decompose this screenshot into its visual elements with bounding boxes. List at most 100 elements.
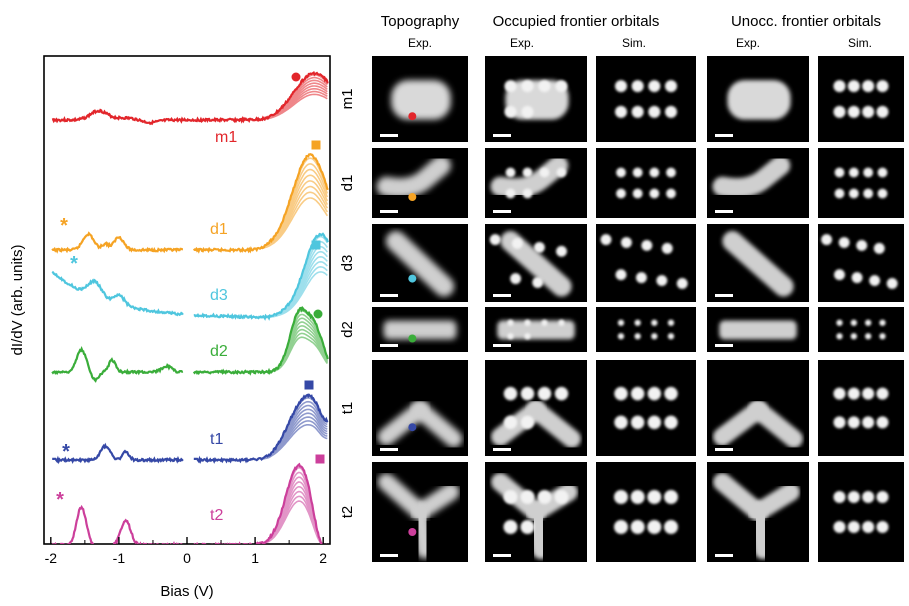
image-headers: Topography Exp. Occupied frontier orbitals… [381, 13, 881, 50]
scale-bar [380, 344, 398, 347]
image-cell-m1-2 [596, 56, 696, 142]
scale-bar [493, 294, 511, 297]
row-label-m1: m1 [339, 89, 356, 110]
trace-label-d1: d1 [210, 221, 228, 238]
trace-line-d2-neg [51, 346, 184, 383]
scale-bar [715, 344, 733, 347]
star-marker-d1: * [60, 215, 68, 237]
image-cell-t1-1 [485, 360, 587, 456]
trace-line-d3-neg [51, 270, 184, 317]
scale-bar [715, 134, 733, 137]
scale-bar [493, 554, 511, 557]
sub-title-2-0: Exp. [736, 36, 760, 50]
trace-line-m1 [51, 71, 329, 126]
image-cell-t2-3 [707, 462, 809, 562]
star-marker-d3: * [70, 253, 78, 275]
scale-bar [380, 210, 398, 213]
trace-fan-m1 [261, 74, 328, 121]
trace-fan-d1 [261, 157, 329, 250]
row-label-d1: d1 [339, 175, 356, 192]
image-cell-t1-4 [818, 360, 904, 456]
image-cell-m1-1 [485, 56, 587, 142]
image-cell-d3-1 [485, 224, 587, 302]
star-marker-t2: * [56, 489, 64, 511]
row-label-d2: d2 [339, 321, 356, 338]
trace-label-t1: t1 [210, 431, 223, 448]
scale-bar [715, 448, 733, 451]
scale-bar [715, 554, 733, 557]
images-panel: Topography Exp. Occupied frontier orbitals… [339, 13, 904, 562]
group-title-2: Unocc. frontier orbitals [731, 13, 881, 30]
image-cell-d2-0 [372, 307, 468, 352]
trace-label-m1: m1 [215, 129, 237, 146]
image-cell-d1-2 [596, 148, 696, 218]
image-cell-d3-4 [818, 224, 904, 302]
scale-bar [493, 448, 511, 451]
x-axis: -2 -1 0 1 2 [45, 537, 327, 566]
image-cell-t2-2 [596, 462, 696, 562]
image-cell-d3-3 [707, 224, 809, 302]
square-marker-t1 [304, 380, 314, 390]
topo-marker-d3 [408, 274, 417, 283]
image-cell-t2-0 [372, 462, 468, 562]
image-cell-t1-0 [372, 360, 468, 456]
x-tick-label: -1 [113, 550, 126, 566]
trace-line-d3-pos [193, 232, 329, 321]
trace-label-d3: d3 [210, 287, 228, 304]
image-cell-d2-1 [485, 307, 587, 352]
scale-bar [380, 134, 398, 137]
circle-marker-m1 [291, 72, 301, 82]
trace-labels: m1 d1 * d3 * d2 t1 * t2 * [56, 72, 325, 524]
scale-bar [715, 294, 733, 297]
image-cell-d1-4 [818, 148, 904, 218]
row-label-t1: t1 [339, 402, 356, 415]
image-cell-d3-2 [596, 224, 696, 302]
image-cell-t1-3 [707, 360, 809, 456]
square-marker-d3 [311, 240, 321, 250]
image-cell-d2-3 [707, 307, 809, 352]
image-cell-m1-3 [707, 56, 809, 142]
image-cell-t2-4 [818, 462, 904, 562]
scale-bar [380, 294, 398, 297]
y-axis-label: dI/dV (arb. units) [9, 245, 26, 356]
scale-bar [493, 134, 511, 137]
image-rows: m1 d1 d3 d2 t1 t2 [339, 56, 904, 562]
trace-line-t2-pos [193, 462, 327, 544]
image-cell-m1-0 [372, 56, 468, 142]
spectra-traces [51, 71, 329, 544]
group-title-1: Occupied frontier orbitals [493, 13, 660, 30]
trace-line-d1-pos [192, 153, 329, 254]
image-cell-d1-3 [707, 148, 809, 218]
group-title-0: Topography [381, 13, 460, 30]
image-cell-d2-4 [818, 307, 904, 352]
x-tick-label: 1 [251, 550, 259, 566]
scale-bar [380, 554, 398, 557]
image-cell-m1-4 [818, 56, 904, 142]
trace-line-t2-neg [51, 504, 183, 544]
image-cell-d1-1 [485, 148, 587, 218]
plot-frame [43, 55, 331, 545]
image-cell-t2-1 [485, 462, 587, 562]
trace-label-t2: t2 [210, 507, 223, 524]
topo-marker-d1 [408, 193, 417, 201]
image-cell-d3-0 [372, 224, 468, 302]
topo-marker-t1 [408, 423, 417, 432]
sub-title-1-0: Exp. [510, 36, 534, 50]
star-marker-t1: * [62, 441, 70, 463]
image-cell-d2-2 [596, 307, 696, 352]
trace-line-d2-pos [192, 305, 329, 376]
trace-line-t1-pos [193, 393, 329, 465]
trace-line-t1-neg [52, 442, 184, 465]
x-tick-label: 2 [319, 550, 327, 566]
x-tick-label: 0 [183, 550, 191, 566]
sub-title-0-0: Exp. [408, 36, 432, 50]
sub-title-2-1: Sim. [848, 36, 872, 50]
topo-marker-m1 [408, 112, 417, 121]
square-marker-d1 [311, 140, 321, 150]
row-label-d3: d3 [339, 255, 356, 272]
circle-marker-d2 [313, 309, 323, 319]
scale-bar [493, 344, 511, 347]
scale-bar [380, 448, 398, 451]
topo-marker-t2 [408, 528, 417, 536]
